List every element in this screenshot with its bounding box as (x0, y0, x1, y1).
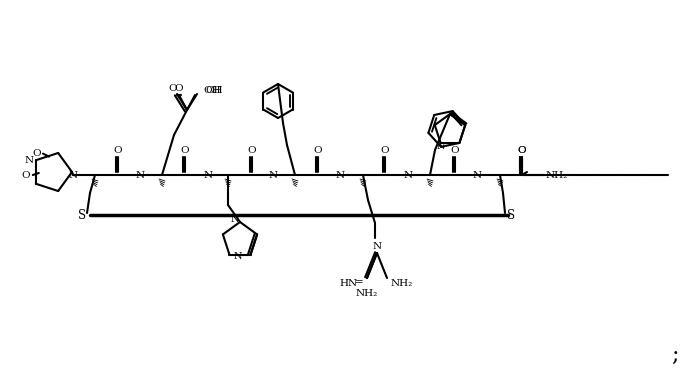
Text: OH: OH (205, 85, 222, 94)
Text: O: O (175, 83, 183, 93)
Text: S: S (78, 208, 86, 221)
Text: N: N (373, 242, 382, 250)
Text: O: O (180, 146, 189, 155)
Text: O: O (314, 146, 322, 155)
Text: N: N (403, 171, 412, 179)
Text: S: S (507, 208, 515, 221)
Text: =: = (354, 279, 363, 288)
Text: N: N (268, 171, 278, 179)
Text: O: O (114, 146, 122, 155)
Text: O: O (518, 146, 526, 155)
Text: OH: OH (203, 85, 221, 94)
Text: N: N (24, 156, 34, 165)
Text: O: O (247, 146, 257, 155)
Text: N: N (473, 171, 482, 179)
Text: O: O (22, 171, 30, 179)
Text: N: N (436, 142, 445, 151)
Text: N: N (336, 171, 345, 179)
Text: O: O (518, 146, 526, 155)
Text: NH₂: NH₂ (356, 288, 378, 298)
Text: O: O (33, 149, 41, 158)
Text: O: O (381, 146, 389, 155)
Text: ;: ; (671, 344, 679, 366)
Text: N: N (231, 215, 239, 224)
Text: O: O (168, 83, 178, 93)
Text: N: N (233, 252, 242, 261)
Text: HN: HN (340, 279, 358, 288)
Text: NH₂: NH₂ (546, 171, 568, 179)
Text: N: N (136, 171, 145, 179)
Text: O: O (451, 146, 459, 155)
Text: N: N (69, 171, 78, 179)
Text: N: N (203, 171, 212, 179)
Text: NH₂: NH₂ (391, 279, 413, 288)
